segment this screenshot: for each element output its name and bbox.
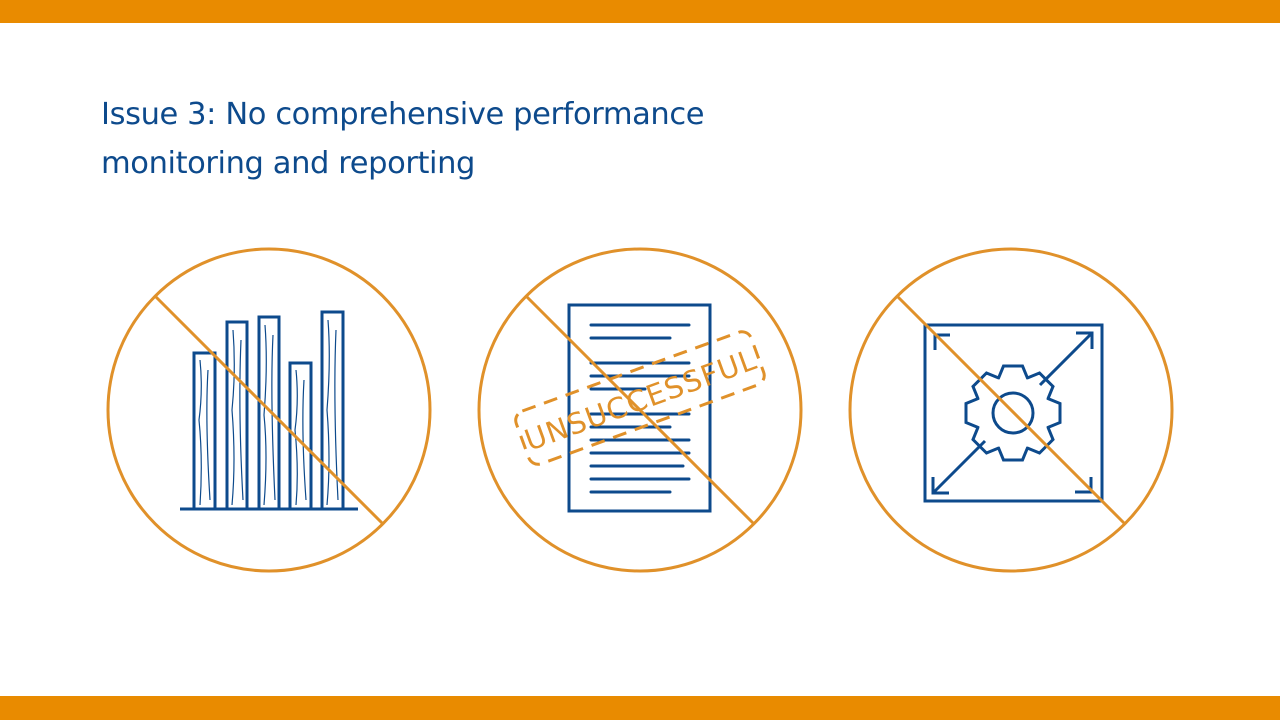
prohibit-circle bbox=[477, 247, 803, 573]
prohibit-slash bbox=[895, 294, 1127, 526]
bar-chart-prohibited-icon bbox=[106, 247, 432, 573]
chart-bar bbox=[257, 315, 281, 511]
prohibit-slash bbox=[524, 294, 756, 526]
document-prohibited-icon: UNSUCCESSFUL bbox=[477, 247, 803, 573]
gear-scale-prohibited-icon bbox=[848, 247, 1174, 573]
prohibit-slash bbox=[153, 294, 385, 526]
title-line-1: Issue 3: No comprehensive performance bbox=[101, 97, 705, 132]
chart-bar bbox=[192, 351, 217, 511]
unsuccessful-stamp: UNSUCCESSFUL bbox=[514, 330, 766, 466]
prohibit-circle bbox=[848, 247, 1174, 573]
chart-bar bbox=[225, 320, 249, 511]
gear-expand-icon bbox=[923, 323, 1104, 503]
title-line-2: monitoring and reporting bbox=[101, 146, 475, 181]
top-accent-bar bbox=[0, 0, 1280, 23]
bar-chart-icon bbox=[180, 310, 358, 511]
document-icon bbox=[567, 303, 712, 513]
gear-icon bbox=[964, 364, 1062, 462]
slide-title: Issue 3: No comprehensive performance mo… bbox=[101, 90, 704, 188]
prohibit-circle bbox=[106, 247, 432, 573]
bottom-accent-bar bbox=[0, 696, 1280, 720]
